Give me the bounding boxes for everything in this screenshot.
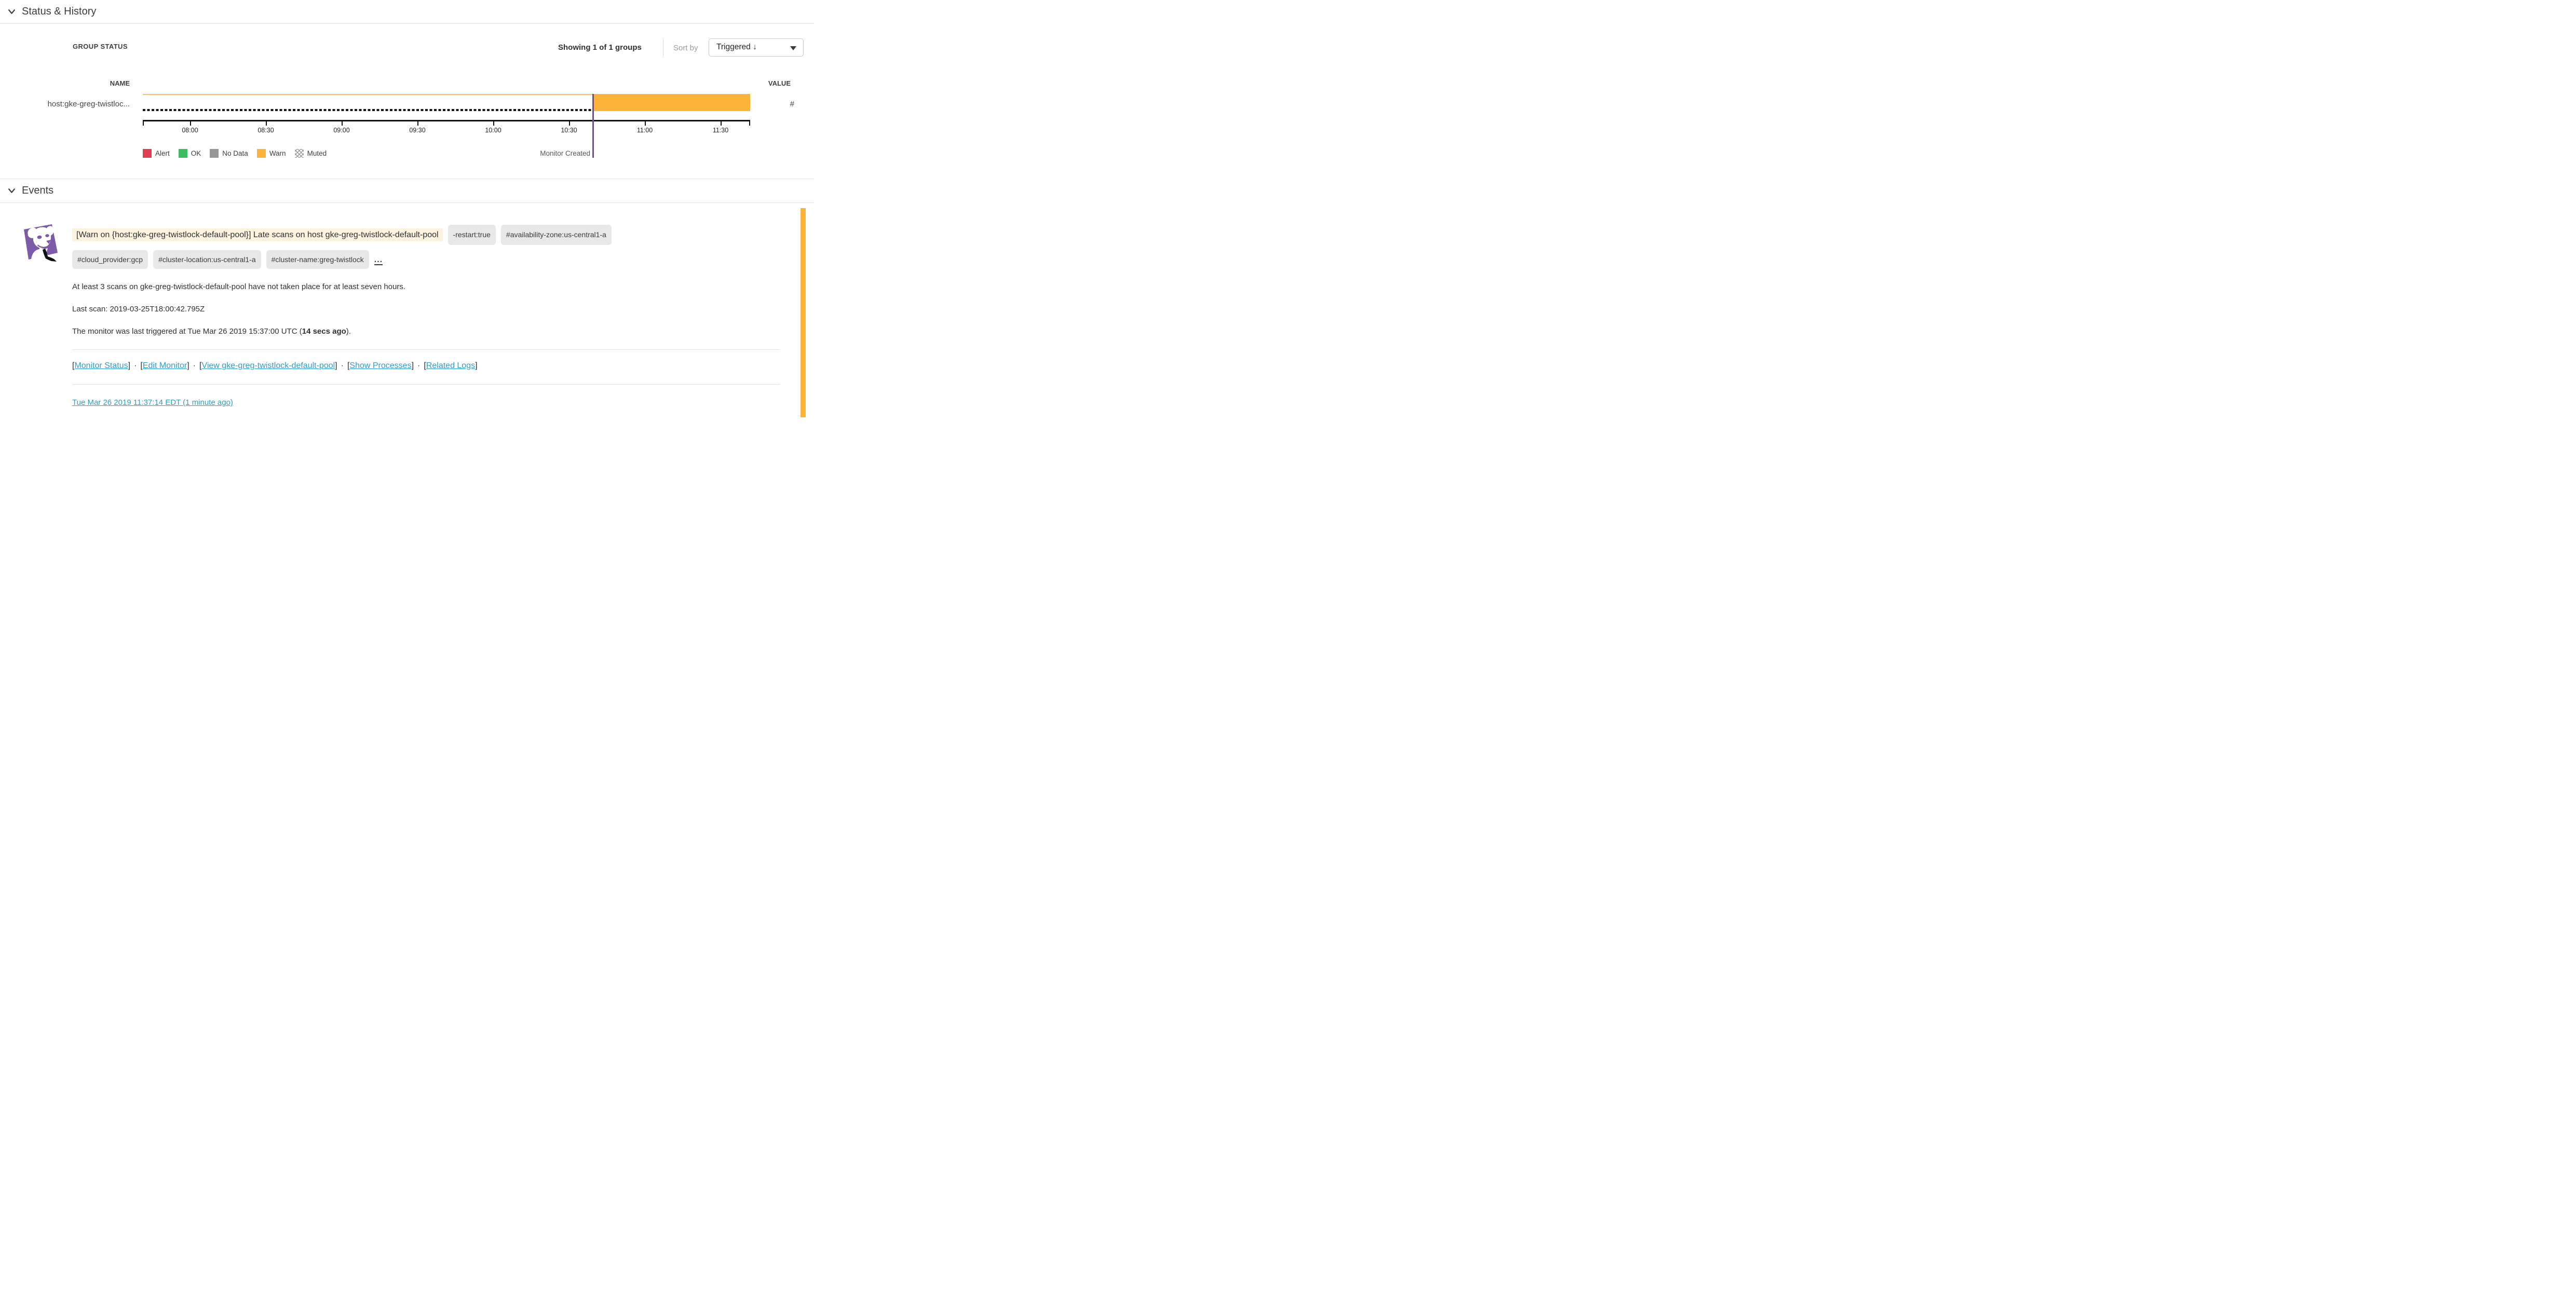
- axis-tick-label: 08:30: [257, 127, 274, 134]
- legend-label: Warn: [269, 149, 286, 157]
- axis-tick-label: 11:00: [636, 127, 653, 134]
- ok-swatch-icon: [178, 149, 187, 158]
- name-column-header: NAME: [110, 79, 130, 87]
- alert-swatch-icon: [143, 149, 152, 158]
- axis-tick: [721, 120, 722, 126]
- event-tag[interactable]: -restart:true: [448, 225, 496, 245]
- legend-label: Muted: [307, 149, 327, 157]
- events-header[interactable]: Events: [0, 179, 814, 202]
- event-triggered-text: The monitor was last triggered at Tue Ma…: [72, 327, 351, 336]
- sort-dropdown[interactable]: Triggered ↓: [709, 38, 804, 57]
- event-tag[interactable]: #cloud_provider:gcp: [72, 250, 148, 269]
- event-timestamp-row: Tue Mar 26 2019 11:37:14 EDT (1 minute a…: [72, 398, 780, 407]
- chevron-down-icon: [7, 7, 16, 16]
- monitor-status-link[interactable]: Monitor Status: [74, 361, 128, 370]
- axis-tick: [645, 120, 646, 126]
- muted-swatch-icon: [294, 149, 304, 158]
- event-last-scan: Last scan: 2019-03-25T18:00:42.795Z: [72, 305, 205, 313]
- show-processes-link[interactable]: Show Processes: [349, 361, 412, 370]
- value-column-header: VALUE: [768, 79, 791, 87]
- event-timestamp-link[interactable]: Tue Mar 26 2019 11:37:14 EDT (1 minute a…: [72, 398, 233, 407]
- event-divider: [72, 384, 780, 385]
- triggered-ago: 14 secs ago: [302, 327, 346, 336]
- axis-tick: [569, 120, 570, 126]
- status-legend: Alert OK No Data Warn Muted: [143, 149, 327, 158]
- event-body-text: At least 3 scans on gke-greg-twistlock-d…: [72, 282, 406, 291]
- event-status-bar-warn: [801, 208, 806, 417]
- axis-tick-label: 09:00: [333, 127, 350, 134]
- event-card: [Warn on {host:gke-greg-twistlock-defaul…: [0, 203, 814, 417]
- axis-tick-label: 09:30: [409, 127, 426, 134]
- events-title: Events: [22, 185, 54, 196]
- timeline-top-border: [143, 94, 593, 95]
- event-tag-line: #cloud_provider:gcp #cluster-location:us-…: [72, 250, 780, 269]
- legend-label: OK: [191, 149, 201, 157]
- axis-tick: [493, 120, 494, 126]
- event-tag[interactable]: #cluster-location:us-central1-a: [153, 250, 261, 269]
- event-title-line: [Warn on {host:gke-greg-twistlock-defaul…: [72, 225, 780, 245]
- related-logs-link[interactable]: Related Logs: [426, 361, 476, 370]
- no-data-swatch-icon: [210, 149, 219, 158]
- legend-item-no-data: No Data: [210, 149, 248, 158]
- axis-tick: [417, 120, 418, 126]
- legend-item-alert: Alert: [143, 149, 170, 158]
- axis-tick: [143, 120, 144, 126]
- legend-label: Alert: [155, 149, 170, 157]
- event-divider: [72, 349, 780, 350]
- legend-item-ok: OK: [178, 149, 201, 158]
- chevron-down-icon: [7, 186, 16, 195]
- group-row-name[interactable]: host:gke-greg-twistloc...: [47, 100, 130, 108]
- dropdown-caret-icon: [790, 46, 796, 50]
- status-history-header[interactable]: Status & History: [0, 0, 814, 23]
- event-tag[interactable]: #cluster-name:greg-twistlock: [266, 250, 369, 269]
- axis-tick: [190, 120, 191, 126]
- warn-swatch-icon: [256, 149, 266, 158]
- axis-tick-label: 10:00: [485, 127, 501, 134]
- view-host-link[interactable]: View gke-greg-twistlock-default-pool: [201, 361, 335, 370]
- time-axis: [143, 120, 750, 121]
- event-tag[interactable]: #availability-zone:us-central1-a: [500, 225, 612, 245]
- timeline-dashed-line: [143, 109, 593, 111]
- showing-groups-count: Showing 1 of 1 groups: [558, 43, 642, 52]
- more-tags-button[interactable]: ...: [374, 255, 383, 265]
- section-divider: [0, 202, 814, 203]
- group-status-label: GROUP STATUS: [73, 43, 128, 50]
- axis-tick: [266, 120, 267, 126]
- axis-tick-label: 10:30: [561, 127, 577, 134]
- monitor-created-line: [592, 94, 594, 158]
- legend-item-warn: Warn: [256, 149, 286, 158]
- event-title[interactable]: [Warn on {host:gke-greg-twistlock-defaul…: [72, 228, 443, 241]
- axis-tick-label: 08:00: [182, 127, 198, 134]
- status-history-title: Status & History: [22, 6, 97, 17]
- group-status-section: GROUP STATUS Showing 1 of 1 groups Sort …: [0, 24, 814, 179]
- monitor-created-annotation: Monitor Created: [540, 149, 590, 157]
- sort-by-label: Sort by: [673, 44, 698, 52]
- axis-tick-label: 11:30: [712, 127, 729, 134]
- axis-tick: [342, 120, 343, 126]
- group-row-value: #: [790, 100, 794, 108]
- section-divider: [0, 23, 814, 24]
- edit-monitor-link[interactable]: Edit Monitor: [142, 361, 187, 370]
- event-links: [Monitor Status] · [Edit Monitor] · [View gk…: [72, 361, 478, 370]
- sort-dropdown-value: Triggered ↓: [716, 43, 757, 51]
- datadog-logo-icon: [21, 220, 60, 262]
- legend-label: No Data: [222, 149, 248, 157]
- legend-item-muted: Muted: [294, 149, 327, 158]
- status-timeline-chart: 08:00 08:30 09:00 09:30 10:00 10:30 11:0…: [143, 94, 750, 159]
- timeline-warn-segment[interactable]: [593, 94, 750, 111]
- axis-tick: [749, 120, 750, 126]
